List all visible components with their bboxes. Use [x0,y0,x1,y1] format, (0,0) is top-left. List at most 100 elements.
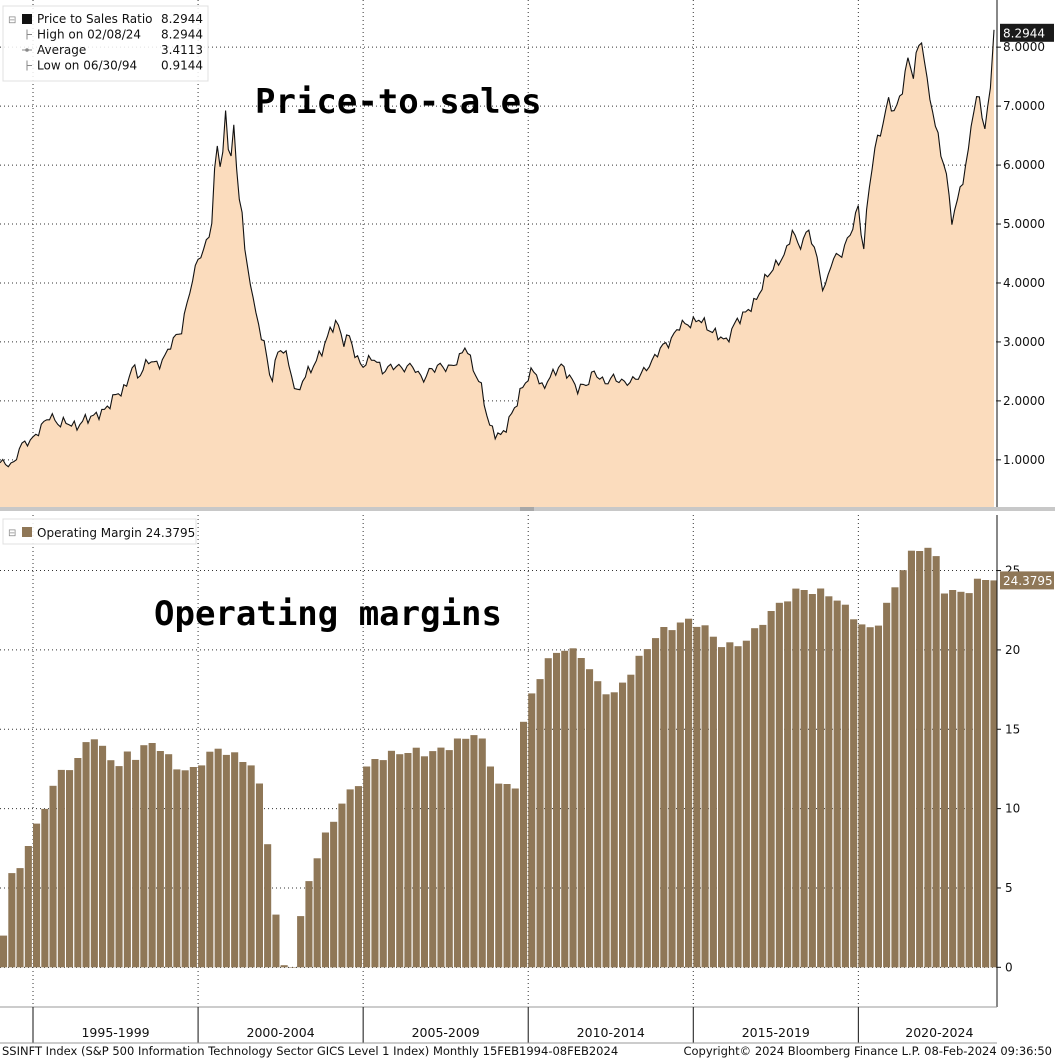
operating-margin-bar [239,762,247,968]
operating-margin-bar [866,627,874,968]
operating-margin-bar [49,785,57,968]
y-tick-label: 5 [1005,881,1013,895]
operating-margin-bar [685,618,693,968]
operating-margin-bar [891,587,899,968]
operating-margin-bar [495,783,503,968]
operating-margin-bar [643,649,651,968]
operating-margin-bar [231,752,239,968]
operating-margin-bar [66,770,74,968]
operating-margin-bar [280,965,288,968]
operating-margin-bar [503,784,511,968]
annotation-operating-margins: Operating margins [154,594,502,634]
y-tick-label: 2.0000 [1003,394,1045,408]
x-tick-label: 1995-1999 [81,1025,149,1040]
operating-margin-bar [924,547,932,968]
operating-margin-bar [470,735,478,968]
operating-margin-bar [247,765,255,968]
operating-margin-bar [57,769,65,968]
operating-margin-bar [907,550,915,968]
x-tick-label: 2015-2019 [742,1025,810,1040]
operating-margin-bar [709,636,717,968]
operating-margin-bar [833,600,841,968]
operating-margin-bar [222,754,230,968]
footer-right: Copyright© 2024 Bloomberg Finance L.P. 0… [683,1044,1052,1058]
operating-margin-bar [693,626,701,968]
operating-margin-bar [734,646,742,968]
operating-margin-bar [775,602,783,968]
operating-margin-bar [808,594,816,968]
operating-margin-bar [536,679,544,968]
operating-margin-bar [520,721,528,968]
y-tick-label: 0 [1005,960,1013,974]
legend-value: 3.4113 [161,43,203,57]
operating-margin-bar [742,640,750,968]
operating-margin-bar [486,766,494,968]
operating-margin-bar [90,739,98,968]
annotation-price-to-sales: Price-to-sales [255,82,542,122]
operating-margin-bar [148,743,156,968]
operating-margin-bar [371,759,379,968]
operating-margin-bar [82,742,90,968]
operating-margin-bar [297,916,305,968]
legend-value: 8.2944 [161,28,203,42]
operating-margin-bar [701,625,709,968]
x-tick-label: 2010-2014 [577,1025,645,1040]
legend-value: 0.9144 [161,59,203,73]
operating-margin-bar [396,754,404,968]
operating-margin-bar [800,590,808,968]
operating-margin-bar [635,655,643,968]
current-value-price-to-sales-pointer [1000,26,1006,39]
operating-margin-bar [718,647,726,968]
y-tick-label: 5.0000 [1003,217,1045,231]
operating-margin-bar [140,745,148,968]
operating-margin-bar [767,611,775,968]
price-to-sales-area [0,29,994,508]
operating-margin-bar [412,747,420,968]
operating-margin-bar [288,967,296,968]
operating-margin-bar [321,832,329,968]
operating-margin-bar [553,652,561,968]
operating-margin-bar [74,758,82,968]
operating-margin-bar [932,556,940,968]
price-to-sales-line [0,29,995,468]
operating-margin-bar [668,630,676,968]
operating-margin-bar [437,747,445,968]
operating-margin-bar [594,681,602,968]
operating-margin-bar [107,760,115,968]
operating-margin-bar [965,593,973,968]
operating-margin-bar [610,692,618,968]
operating-margin-bar [462,738,470,968]
y-tick-label: 15 [1005,722,1020,736]
operating-margin-bar [387,750,395,968]
dot-icon [25,48,29,52]
footer: SSINFT Index (S&P 500 Information Techno… [2,1044,1052,1058]
collapse-icon: ⊟ [8,528,16,539]
operating-margin-bar [206,751,214,968]
operating-margin-bar [198,765,206,968]
x-axis: 1995-1999 2000-2004 2005-2009 2010-2014 2015… [0,1006,997,1044]
legend-label: Low on 06/30/94 [37,59,137,73]
filled-square-icon [22,527,32,537]
operating-margin-bar [883,602,891,968]
y-tick-label: 6.0000 [1003,158,1045,172]
operating-margin-bar [99,745,107,968]
operating-margin-bar [949,590,957,968]
y-tick-label: 4.0000 [1003,276,1045,290]
operating-margin-bar [586,669,594,968]
current-value-operating-margin-box [1000,571,1054,590]
operating-margin-bar [420,756,428,968]
operating-margin-bar [940,593,948,968]
operating-margin-bar [602,694,610,968]
x-tick-label: 2020-2024 [905,1025,973,1040]
operating-margin-bar [990,580,998,968]
operating-margin-bar [173,769,181,968]
operating-margin-bar [817,588,825,968]
operating-margin-bar [313,858,321,968]
operating-margin-bar [850,619,858,968]
operating-margin-bar [973,578,981,968]
current-value-price-to-sales-box [1000,23,1054,42]
operating-margin-bar [181,770,189,968]
y-tick-label: 8.0000 [1003,40,1045,54]
operating-margin-bar [792,588,800,968]
